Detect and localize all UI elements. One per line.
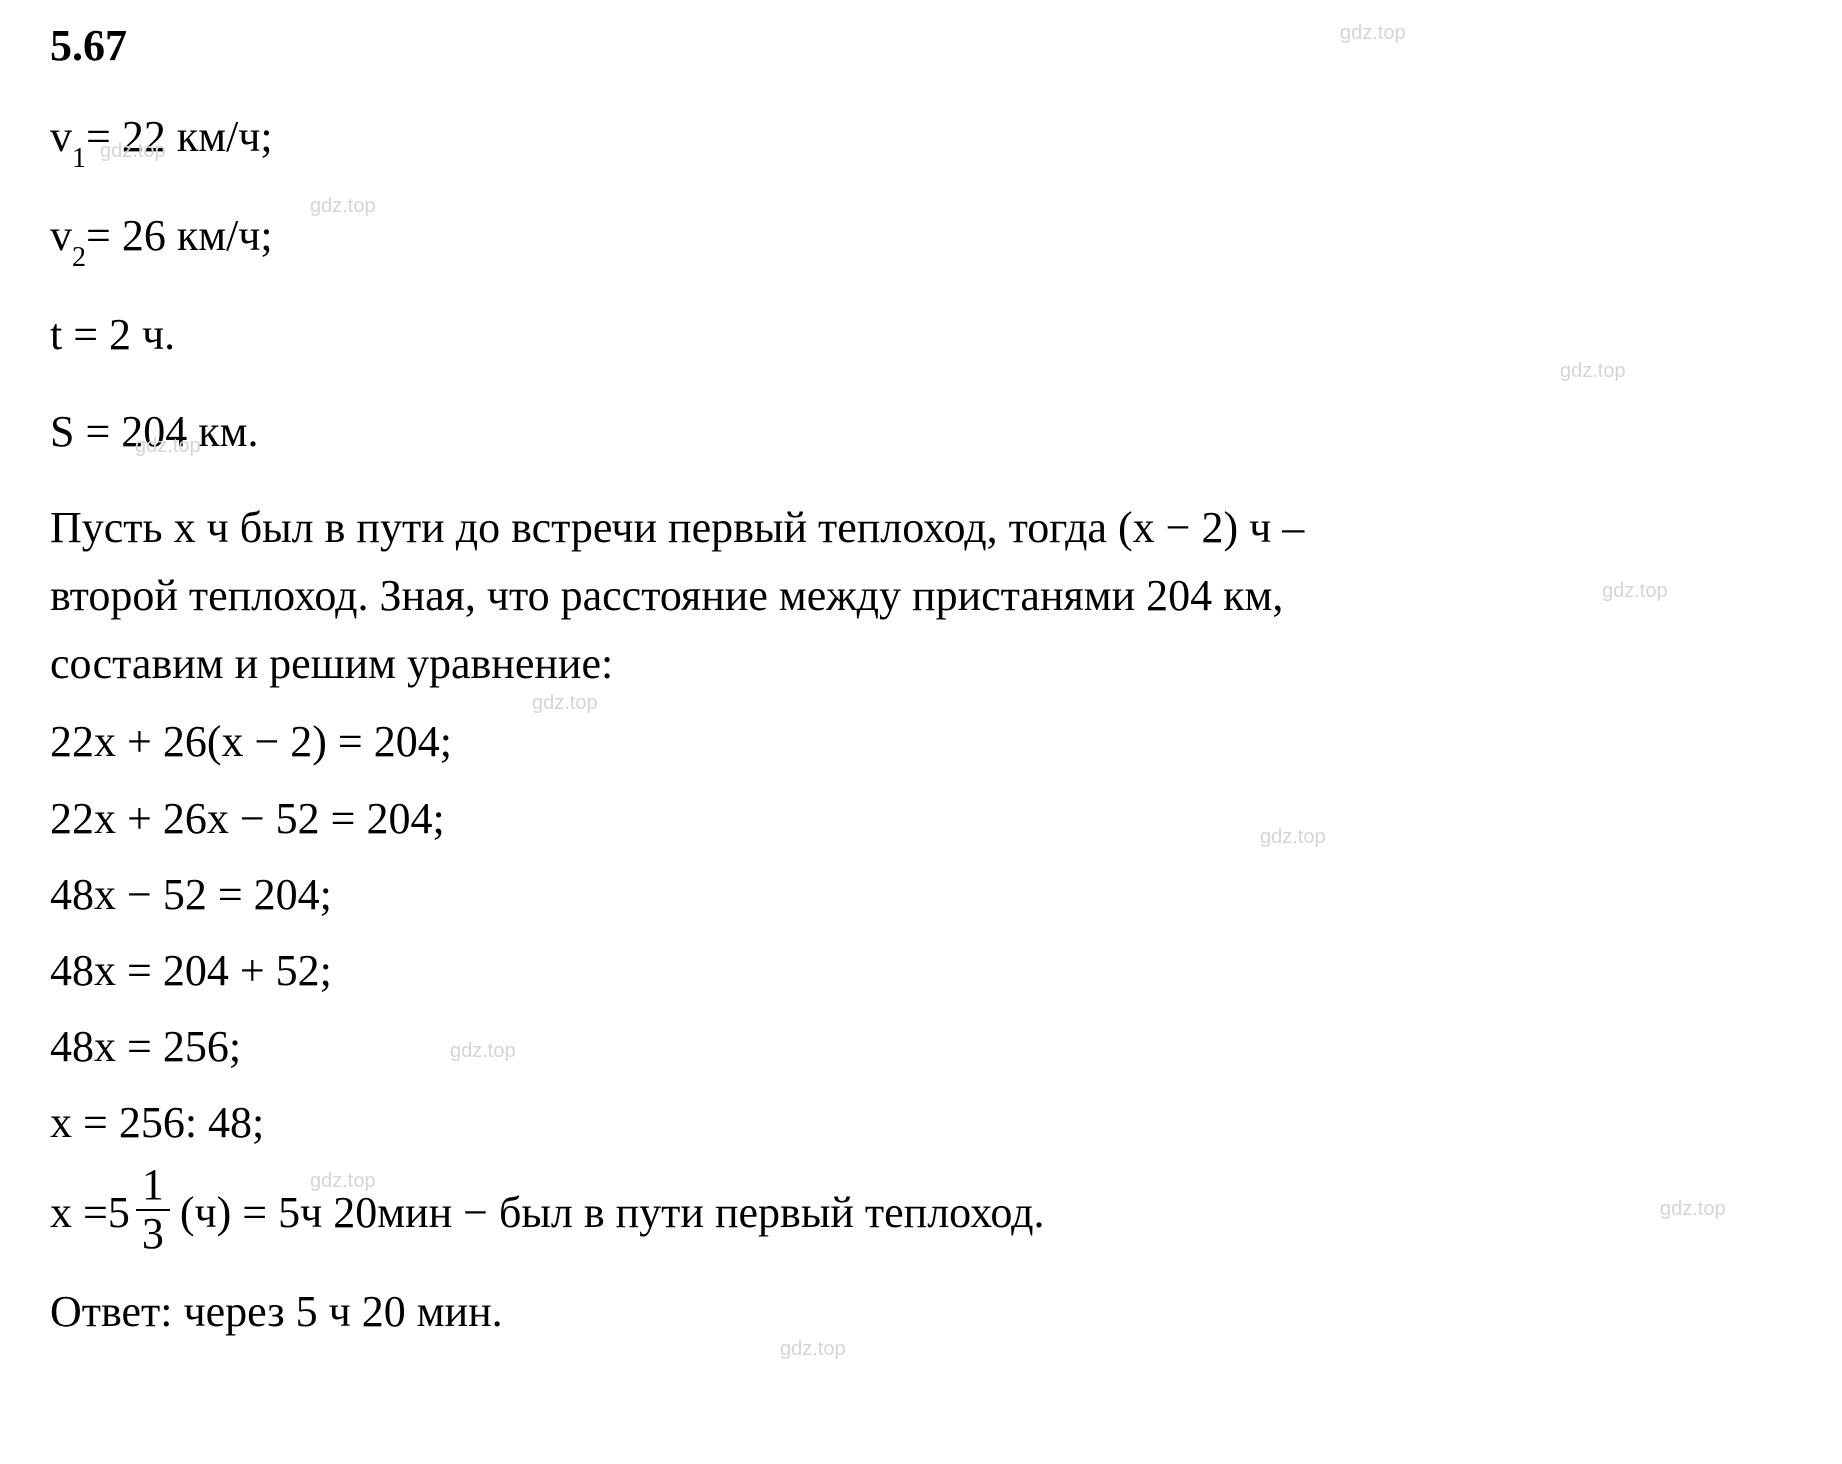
para-line-3: составим и решим уравнение: (50, 630, 1802, 698)
given-v2: v2= 26 км/ч; (50, 202, 1802, 273)
final-whole-part: 5 (108, 1187, 130, 1238)
given-v1: v1= 22 км/ч; (50, 103, 1802, 174)
v2-symbol-v: v (50, 211, 72, 260)
exercise-number: 5.67 (50, 20, 1802, 71)
given-t: t = 2 ч. (50, 301, 1802, 369)
para-line-2: второй теплоход. Зная, что расстояние ме… (50, 562, 1802, 630)
equations-block: 22x + 26(x − 2) = 204; 22x + 26x − 52 = … (50, 708, 1802, 1157)
final-suffix: (ч) = 5ч 20мин − был в пути первый тепло… (180, 1187, 1045, 1238)
equation-6: x = 256: 48; (50, 1089, 1802, 1157)
final-result-line: x = 5 1 3 (ч) = 5ч 20мин − был в пути пе… (50, 1165, 1802, 1259)
explanation-paragraph: Пусть x ч был в пути до встречи первый т… (50, 494, 1802, 699)
v1-value: = 22 км/ч; (86, 112, 273, 161)
equation-5: 48x = 256; (50, 1013, 1802, 1081)
fraction-denominator: 3 (136, 1211, 170, 1257)
fraction-numerator: 1 (136, 1162, 170, 1210)
v1-subscript: 1 (72, 143, 86, 174)
para-line-1: Пусть x ч был в пути до встречи первый т… (50, 494, 1802, 562)
v1-symbol-v: v (50, 112, 72, 161)
equation-2: 22x + 26x − 52 = 204; (50, 785, 1802, 853)
givens-block: v1= 22 км/ч; v2= 26 км/ч; t = 2 ч. S = 2… (50, 103, 1802, 466)
page-root: gdz.topgdz.topgdz.topgdz.topgdz.topgdz.t… (0, 0, 1842, 1378)
final-prefix: x = (50, 1187, 108, 1238)
equation-1: 22x + 26(x − 2) = 204; (50, 708, 1802, 776)
given-s: S = 204 км. (50, 398, 1802, 466)
v2-subscript: 2 (72, 242, 86, 273)
v2-value: = 26 км/ч; (86, 211, 273, 260)
final-fraction: 1 3 (136, 1162, 170, 1256)
equation-4: 48x = 204 + 52; (50, 937, 1802, 1005)
equation-3: 48x − 52 = 204; (50, 861, 1802, 929)
answer-line: Ответ: через 5 ч 20 мин. (50, 1278, 1802, 1346)
